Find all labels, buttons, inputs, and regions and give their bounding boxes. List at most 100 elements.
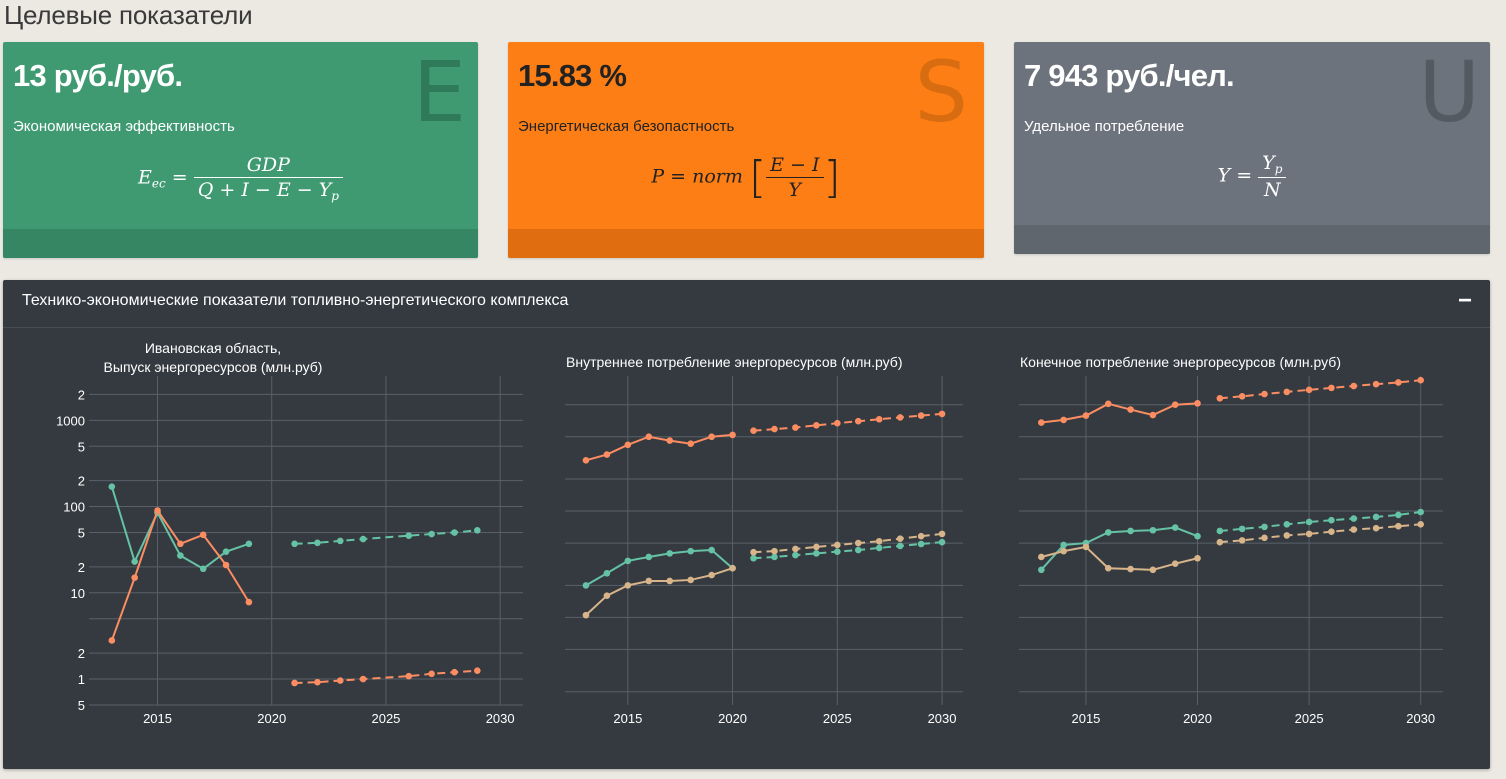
- data-point[interactable]: [359, 535, 367, 543]
- data-point[interactable]: [291, 679, 298, 687]
- data-point[interactable]: [645, 553, 653, 561]
- data-point[interactable]: [1104, 400, 1112, 408]
- data-point[interactable]: [1104, 564, 1112, 572]
- data-point[interactable]: [1283, 521, 1291, 528]
- data-point[interactable]: [1350, 526, 1358, 533]
- data-point[interactable]: [1328, 384, 1335, 392]
- data-point[interactable]: [666, 577, 674, 585]
- data-point[interactable]: [131, 574, 138, 581]
- data-point[interactable]: [1171, 401, 1179, 409]
- data-point[interactable]: [834, 541, 841, 549]
- data-point[interactable]: [813, 422, 820, 429]
- data-point[interactable]: [1060, 541, 1067, 549]
- data-point[interactable]: [1104, 529, 1112, 536]
- data-point[interactable]: [875, 415, 883, 423]
- data-point[interactable]: [708, 571, 715, 579]
- data-point[interactable]: [359, 675, 367, 683]
- data-point[interactable]: [603, 451, 611, 458]
- data-point[interactable]: [245, 598, 253, 606]
- data-point[interactable]: [451, 529, 458, 536]
- data-point[interactable]: [108, 483, 116, 490]
- data-point[interactable]: [474, 667, 481, 674]
- data-point[interactable]: [896, 414, 904, 421]
- data-point[interactable]: [917, 532, 925, 540]
- data-point[interactable]: [1417, 508, 1424, 516]
- data-point[interactable]: [896, 535, 904, 542]
- data-point[interactable]: [474, 527, 481, 534]
- data-point[interactable]: [1372, 380, 1380, 388]
- data-point[interactable]: [1038, 566, 1045, 574]
- data-point[interactable]: [199, 531, 207, 539]
- data-point[interactable]: [813, 543, 820, 551]
- card-footer[interactable]: [1014, 225, 1490, 254]
- data-point[interactable]: [687, 576, 694, 584]
- data-point[interactable]: [582, 457, 590, 464]
- data-point[interactable]: [750, 554, 757, 562]
- data-point[interactable]: [1238, 537, 1246, 544]
- data-point[interactable]: [1082, 412, 1090, 419]
- data-point[interactable]: [199, 565, 207, 573]
- data-point[interactable]: [771, 425, 778, 433]
- data-point[interactable]: [1038, 419, 1045, 426]
- data-point[interactable]: [131, 558, 138, 565]
- data-point[interactable]: [938, 410, 946, 418]
- data-point[interactable]: [177, 540, 184, 548]
- data-point[interactable]: [1060, 416, 1067, 424]
- data-point[interactable]: [405, 672, 413, 680]
- data-point[interactable]: [624, 441, 632, 449]
- data-point[interactable]: [771, 547, 778, 555]
- data-point[interactable]: [1127, 565, 1134, 573]
- data-point[interactable]: [1372, 513, 1380, 521]
- data-point[interactable]: [314, 539, 321, 547]
- data-point[interactable]: [1038, 553, 1045, 561]
- data-point[interactable]: [917, 540, 925, 548]
- data-point[interactable]: [1194, 400, 1201, 407]
- data-point[interactable]: [1171, 560, 1179, 567]
- data-point[interactable]: [708, 546, 715, 554]
- data-point[interactable]: [1305, 530, 1313, 538]
- data-point[interactable]: [792, 424, 799, 431]
- data-point[interactable]: [1328, 528, 1335, 535]
- data-point[interactable]: [854, 539, 862, 547]
- data-point[interactable]: [1372, 524, 1380, 532]
- data-point[interactable]: [1350, 515, 1358, 522]
- data-point[interactable]: [1261, 523, 1268, 531]
- data-point[interactable]: [1261, 534, 1268, 542]
- data-point[interactable]: [1417, 521, 1424, 528]
- data-point[interactable]: [729, 564, 736, 572]
- data-point[interactable]: [1305, 386, 1313, 394]
- data-point[interactable]: [1216, 538, 1224, 546]
- card-footer[interactable]: [3, 229, 478, 258]
- data-point[interactable]: [582, 611, 590, 619]
- data-point[interactable]: [624, 557, 632, 565]
- data-point[interactable]: [1149, 526, 1157, 534]
- data-point[interactable]: [1395, 522, 1402, 530]
- data-point[interactable]: [1283, 388, 1291, 396]
- data-point[interactable]: [834, 419, 841, 427]
- data-point[interactable]: [154, 507, 161, 514]
- data-point[interactable]: [1171, 524, 1179, 531]
- data-point[interactable]: [1417, 376, 1424, 384]
- data-point[interactable]: [1082, 543, 1090, 551]
- data-point[interactable]: [875, 537, 883, 545]
- data-point[interactable]: [645, 433, 653, 441]
- data-point[interactable]: [108, 637, 116, 644]
- data-point[interactable]: [1305, 518, 1313, 526]
- data-point[interactable]: [1194, 532, 1201, 540]
- data-point[interactable]: [813, 550, 820, 557]
- data-point[interactable]: [729, 431, 736, 439]
- data-point[interactable]: [291, 540, 298, 548]
- card-footer[interactable]: [508, 229, 984, 258]
- data-point[interactable]: [222, 561, 230, 569]
- collapse-button[interactable]: −: [1457, 287, 1472, 314]
- data-point[interactable]: [1350, 382, 1358, 390]
- data-point[interactable]: [603, 592, 611, 599]
- data-point[interactable]: [938, 530, 946, 538]
- data-point[interactable]: [245, 540, 253, 548]
- data-point[interactable]: [645, 577, 653, 585]
- data-point[interactable]: [917, 412, 925, 419]
- data-point[interactable]: [854, 546, 862, 554]
- data-point[interactable]: [687, 547, 694, 555]
- data-point[interactable]: [666, 437, 674, 444]
- data-point[interactable]: [405, 532, 413, 539]
